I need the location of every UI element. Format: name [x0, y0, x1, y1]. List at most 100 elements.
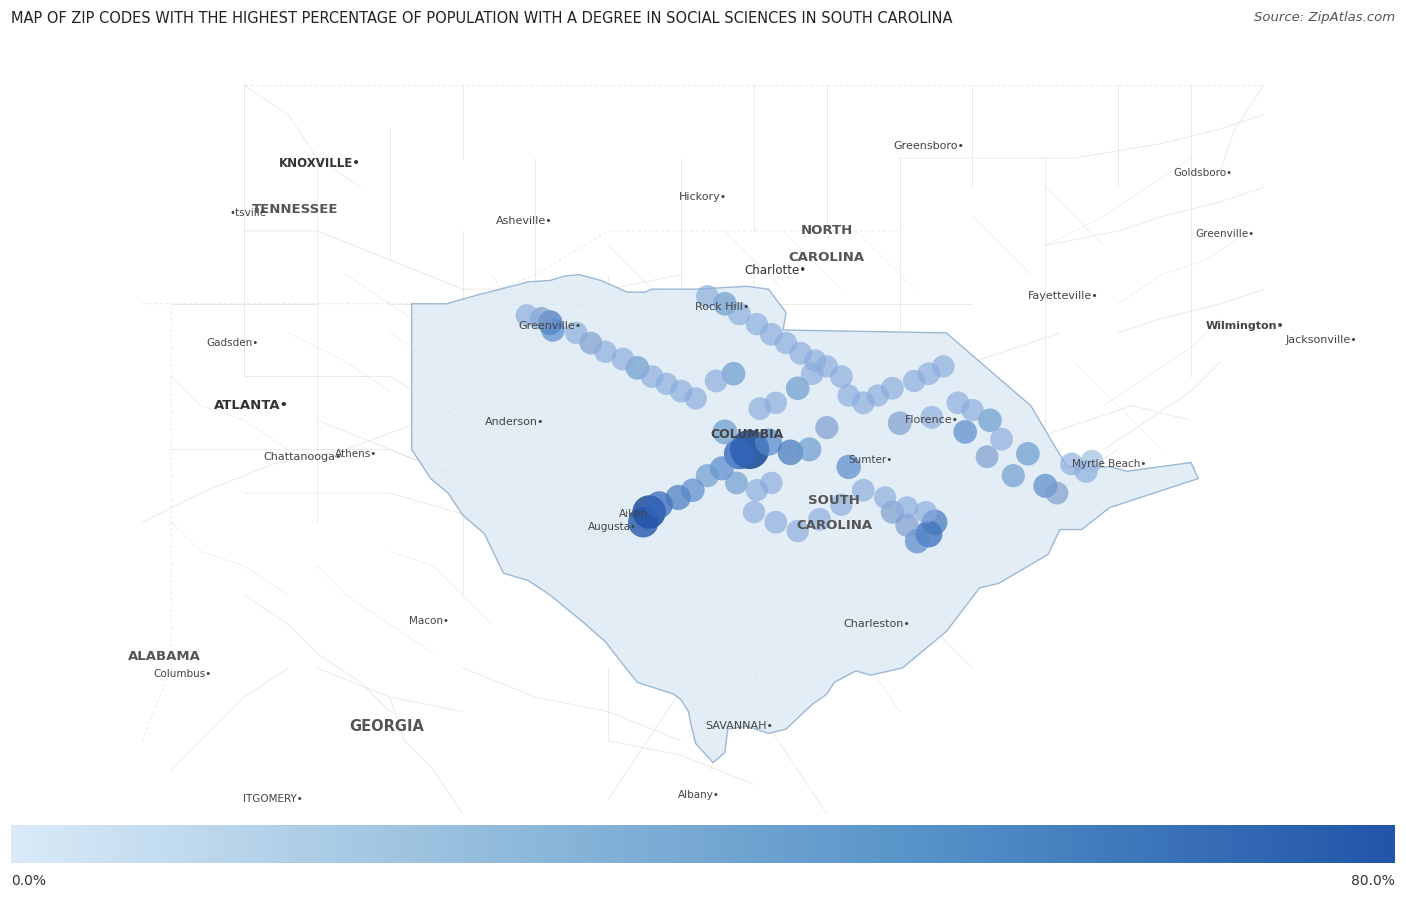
Point — [765, 515, 787, 530]
Point — [889, 416, 911, 431]
Text: Wilmington•: Wilmington• — [1205, 321, 1284, 331]
Point — [852, 483, 875, 497]
Text: Aiken: Aiken — [619, 509, 648, 519]
Point — [595, 344, 617, 359]
Point — [976, 450, 998, 464]
Point — [714, 297, 737, 311]
Point — [801, 367, 824, 381]
Point — [1060, 457, 1083, 471]
Text: 0.0%: 0.0% — [11, 874, 46, 888]
Point — [815, 421, 838, 435]
Point — [990, 432, 1012, 447]
Text: KNOXVILLE•: KNOXVILLE• — [278, 157, 361, 171]
Point — [538, 316, 561, 330]
Point — [745, 317, 768, 332]
Text: Sumter•: Sumter• — [849, 455, 893, 465]
Point — [962, 403, 984, 417]
Point — [579, 336, 602, 351]
Point — [924, 515, 946, 530]
Text: Macon•: Macon• — [409, 617, 449, 627]
Point — [565, 325, 588, 340]
Text: Asheville•: Asheville• — [495, 216, 553, 226]
Point — [761, 327, 783, 342]
Text: Columbus•: Columbus• — [153, 669, 212, 679]
Point — [830, 497, 852, 512]
Point — [921, 410, 943, 424]
Point — [946, 396, 969, 410]
Point — [714, 424, 737, 439]
Text: Hickory•: Hickory• — [679, 192, 727, 202]
Point — [896, 501, 918, 515]
Text: Greenville•: Greenville• — [1195, 229, 1254, 239]
Polygon shape — [412, 274, 1198, 762]
Point — [830, 369, 852, 384]
Point — [804, 353, 827, 368]
Point — [786, 381, 808, 396]
Point — [918, 367, 941, 381]
Point — [866, 388, 889, 403]
Text: TENNESSEE: TENNESSEE — [252, 202, 339, 216]
Point — [789, 346, 811, 360]
Point — [779, 445, 801, 459]
Point — [728, 307, 751, 321]
Point — [775, 336, 797, 351]
Point — [669, 384, 692, 398]
Point — [626, 360, 648, 375]
Point — [838, 388, 860, 403]
Text: CAROLINA: CAROLINA — [789, 251, 865, 263]
Text: Myrtle Beach•: Myrtle Beach• — [1071, 459, 1146, 469]
Point — [915, 505, 938, 520]
Point — [612, 352, 634, 366]
Point — [638, 505, 661, 520]
Text: Augusta•: Augusta• — [588, 521, 637, 531]
Text: Jacksonville•: Jacksonville• — [1285, 335, 1357, 345]
Point — [905, 534, 928, 548]
Point — [838, 459, 860, 474]
Point — [633, 515, 655, 530]
Text: •tsville: •tsville — [229, 209, 267, 218]
Point — [748, 402, 770, 416]
Point — [725, 476, 748, 490]
Point — [696, 289, 718, 304]
Text: Greenville•: Greenville• — [519, 321, 582, 331]
Text: MAP OF ZIP CODES WITH THE HIGHEST PERCENTAGE OF POPULATION WITH A DEGREE IN SOCI: MAP OF ZIP CODES WITH THE HIGHEST PERCEN… — [11, 11, 953, 26]
Point — [541, 323, 564, 337]
Point — [786, 524, 808, 539]
Text: CAROLINA: CAROLINA — [796, 519, 872, 531]
Text: Albany•: Albany• — [678, 789, 720, 799]
Point — [815, 360, 838, 374]
Text: SOUTH: SOUTH — [808, 494, 860, 507]
Point — [742, 505, 765, 520]
Point — [758, 435, 780, 450]
Point — [666, 490, 689, 504]
Text: Dothan•: Dothan• — [740, 852, 783, 862]
Point — [745, 483, 768, 497]
Point — [1046, 486, 1069, 501]
Point — [704, 374, 727, 388]
Text: 80.0%: 80.0% — [1351, 874, 1395, 888]
Point — [808, 512, 831, 527]
Point — [696, 468, 718, 483]
Point — [765, 396, 787, 410]
Point — [1017, 447, 1039, 461]
Point — [882, 381, 904, 396]
Text: Greensboro•: Greensboro• — [893, 141, 965, 151]
Point — [761, 476, 783, 490]
Text: Fayetteville•: Fayetteville• — [1028, 291, 1098, 301]
Point — [875, 490, 897, 504]
Point — [710, 461, 733, 476]
Point — [896, 518, 918, 532]
Point — [685, 391, 707, 405]
Point — [903, 374, 925, 388]
Point — [738, 442, 761, 457]
Text: ALABAMA: ALABAMA — [128, 650, 201, 663]
Point — [530, 311, 553, 325]
Text: Athens•: Athens• — [335, 449, 377, 458]
Text: Goldsboro•: Goldsboro• — [1173, 167, 1232, 178]
Text: COLUMBIA: COLUMBIA — [710, 428, 783, 441]
Text: ATLANTA•: ATLANTA• — [214, 399, 288, 413]
Text: Rock Hill•: Rock Hill• — [695, 302, 749, 312]
Point — [728, 447, 751, 461]
Text: Anderson•: Anderson• — [485, 417, 546, 427]
Point — [655, 377, 678, 391]
